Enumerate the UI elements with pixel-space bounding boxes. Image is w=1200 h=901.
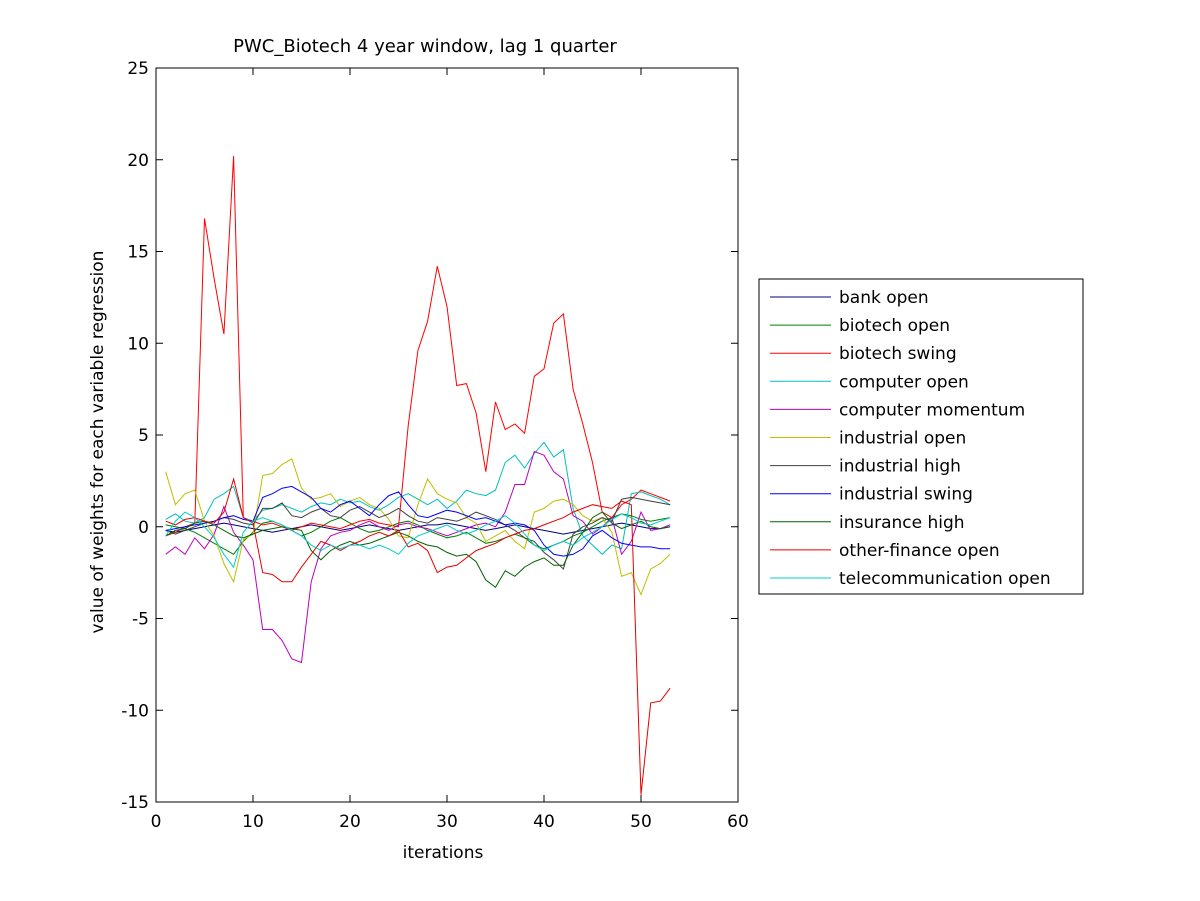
series-lines	[165, 156, 671, 795]
legend-entry: other-finance open	[839, 541, 1000, 561]
y-tick-label: -10	[121, 701, 149, 721]
x-tick-label: 0	[151, 812, 162, 832]
legend-entry: insurance high	[839, 513, 965, 533]
chart-title: PWC_Biotech 4 year window, lag 1 quarter	[233, 36, 617, 57]
legend-entry: industrial swing	[839, 485, 973, 505]
legend: bank open biotech open biotech swing comput…	[758, 278, 1084, 595]
y-tick-label: 5	[138, 426, 149, 446]
x-axis-label: iterations	[403, 843, 484, 863]
legend-entry: bank open	[839, 288, 929, 308]
y-tick-label: -15	[121, 793, 149, 813]
y-tick-label: 15	[127, 243, 149, 263]
legend-entry: computer open	[839, 372, 969, 392]
x-tick-label: 30	[436, 812, 458, 832]
legend-entry: computer momentum	[839, 400, 1025, 420]
series-line-5	[165, 458, 671, 596]
y-tick-label: 0	[138, 518, 149, 538]
plot-area	[155, 67, 739, 803]
series-line-3	[165, 441, 671, 555]
legend-entry: industrial open	[839, 429, 966, 449]
y-tick-label: -5	[132, 610, 149, 630]
y-tick-label: 10	[127, 334, 149, 354]
series-line-10	[165, 511, 671, 569]
x-tick-label: 20	[339, 812, 361, 832]
x-tick-label: 10	[242, 812, 264, 832]
y-tick-label: 25	[127, 59, 149, 79]
x-axis: 0 10 20 30 40 50 60	[151, 68, 749, 832]
x-tick-label: 60	[727, 812, 749, 832]
x-tick-label: 50	[630, 812, 652, 832]
series-line-7	[165, 485, 671, 557]
legend-entry: telecommunication open	[839, 569, 1051, 589]
series-line-9	[165, 477, 671, 795]
legend-entry: biotech open	[839, 316, 950, 336]
x-tick-label: 40	[533, 812, 555, 832]
series-line-8	[165, 511, 671, 589]
y-tick-label: 20	[127, 151, 149, 171]
legend-entry: industrial high	[839, 457, 961, 477]
y-axis-label: value of weights for each variable regre…	[88, 251, 108, 634]
y-axis: -15 -10 -5 0 5 10 15 20 25	[121, 59, 738, 813]
legend-entry: biotech swing	[839, 344, 957, 364]
legend-box	[758, 278, 1084, 595]
